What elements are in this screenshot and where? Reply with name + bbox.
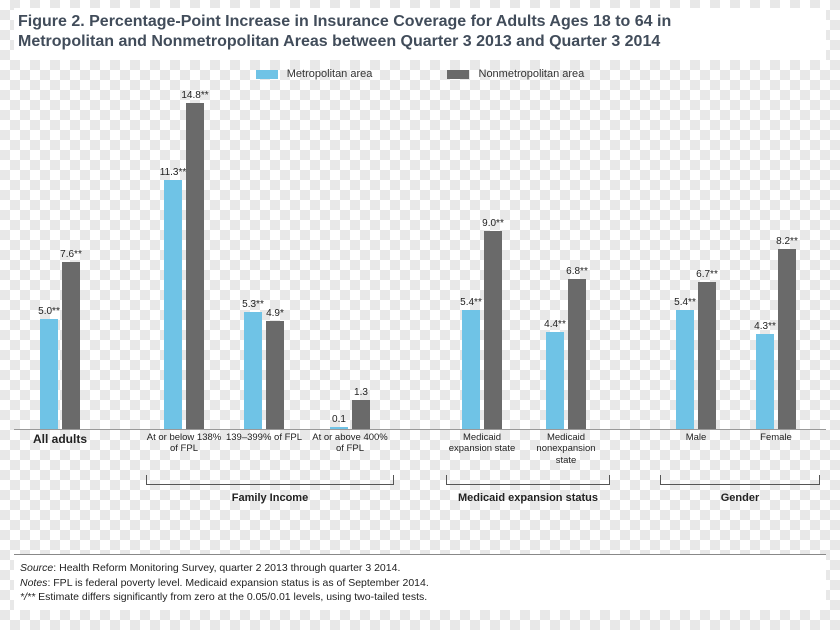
bar-nonmetro-fpl139_399: 4.9*: [266, 321, 284, 429]
note-notes: Notes: FPL is federal poverty level. Med…: [20, 576, 820, 590]
value-label: 4.9*: [250, 308, 300, 321]
group-title-gender: Gender: [660, 492, 820, 504]
notes-text: : FPL is federal poverty level. Medicaid…: [47, 577, 428, 589]
value-label: 1.3: [336, 387, 386, 400]
value-label: 8.2**: [762, 236, 812, 249]
legend-nonmetro-label: Nonmetropolitan area: [479, 68, 585, 80]
footnotes: Source: Health Reform Monitoring Survey,…: [14, 554, 826, 610]
bar-nonmetro-fpl400: 1.3: [352, 400, 370, 429]
value-label: 14.8**: [170, 90, 220, 103]
source-text: : Health Reform Monitoring Survey, quart…: [53, 562, 400, 574]
bar-metro-male: 5.4**: [676, 310, 694, 429]
note-source: Source: Health Reform Monitoring Survey,…: [20, 561, 820, 575]
group-title-income: Family Income: [146, 492, 394, 504]
bar-metro-fpl400: 0.1: [330, 427, 348, 429]
figure-title: Figure 2. Percentage-Point Increase in I…: [14, 8, 826, 60]
category-label-male: Male: [656, 432, 736, 443]
bar-chart: 5.0**7.6**11.3**14.8**5.3**4.9*0.11.35.4…: [14, 90, 826, 430]
bar-nonmetro-nonexp: 6.8**: [568, 279, 586, 429]
title-line-1: Figure 2. Percentage-Point Increase in I…: [18, 12, 822, 32]
note-significance: */** Estimate differs significantly from…: [20, 590, 820, 604]
swatch-nonmetro: [447, 70, 469, 79]
category-label-fpl138: At or below 138% of FPL: [144, 432, 224, 455]
legend-nonmetro: Nonmetropolitan area: [447, 68, 584, 80]
category-label-female: Female: [736, 432, 816, 443]
group-bracket-income: [146, 475, 394, 485]
category-label-fpl139_399: 139–399% of FPL: [224, 432, 304, 443]
bar-metro-all: 5.0**: [40, 319, 58, 429]
value-label: 7.6**: [46, 249, 96, 262]
bar-nonmetro-male: 6.7**: [698, 282, 716, 429]
bar-nonmetro-expstate: 9.0**: [484, 231, 502, 429]
category-label-all: All adults: [20, 432, 100, 446]
source-label: Source: [20, 562, 53, 574]
group-title-medicaid: Medicaid expansion status: [446, 492, 610, 504]
x-axis-baseline: [14, 429, 826, 430]
bar-nonmetro-all: 7.6**: [62, 262, 80, 429]
swatch-metro: [256, 70, 278, 79]
bar-metro-female: 4.3**: [756, 334, 774, 429]
bar-metro-fpl138: 11.3**: [164, 180, 182, 429]
category-label-expstate: Medicaid expansion state: [442, 432, 522, 455]
category-label-fpl400: At or above 400% of FPL: [310, 432, 390, 455]
legend: Metropolitan area Nonmetropolitan area: [0, 68, 840, 80]
notes-label: Notes: [20, 577, 47, 589]
legend-metro: Metropolitan area: [256, 68, 373, 80]
value-label: 6.7**: [682, 269, 732, 282]
legend-metro-label: Metropolitan area: [287, 68, 373, 80]
bar-metro-nonexp: 4.4**: [546, 332, 564, 429]
value-label: 9.0**: [468, 218, 518, 231]
title-line-2: Metropolitan and Nonmetropolitan Areas b…: [18, 32, 822, 52]
sig-text: Estimate differs significantly from zero…: [35, 591, 427, 603]
bar-metro-fpl139_399: 5.3**: [244, 312, 262, 429]
value-label: 6.8**: [552, 266, 602, 279]
group-bracket-gender: [660, 475, 820, 485]
category-label-nonexp: Medicaid nonexpansion state: [526, 432, 606, 466]
sig-label: */**: [20, 591, 35, 603]
bar-nonmetro-fpl138: 14.8**: [186, 103, 204, 429]
group-bracket-medicaid: [446, 475, 610, 485]
bar-nonmetro-female: 8.2**: [778, 249, 796, 429]
bar-metro-expstate: 5.4**: [462, 310, 480, 429]
